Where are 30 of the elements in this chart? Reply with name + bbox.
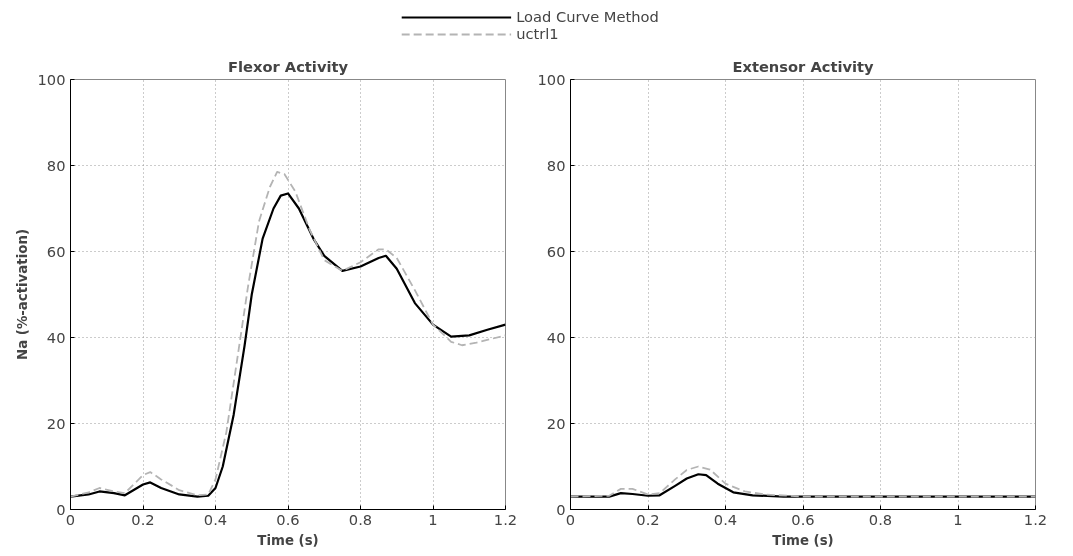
line-series <box>570 465 1036 498</box>
x-tick-label: 1 <box>953 510 963 528</box>
x-tick-label: 1.2 <box>1023 510 1048 528</box>
x-axis-title: Time (s) <box>257 532 319 548</box>
x-tick-label: 0.4 <box>203 510 228 528</box>
x-tick-label: 1.2 <box>493 510 518 528</box>
y-tick-label: 100 <box>37 70 66 88</box>
y-tick-label: 100 <box>537 70 566 88</box>
chart-title: Flexor Activity <box>227 57 349 75</box>
x-tick-label: 0.8 <box>868 510 893 528</box>
y-tick-label: 60 <box>546 242 566 260</box>
x-tick-label: 0.6 <box>276 510 300 528</box>
x-tick-label: 0.8 <box>348 510 373 528</box>
text: Load Curve Method <box>516 8 659 25</box>
y-tick-label: 80 <box>546 156 566 174</box>
x-tick-label: 0.2 <box>636 510 660 528</box>
chart-title: Extensor Activity <box>732 57 875 75</box>
text: uctrl1 <box>516 25 559 42</box>
y-tick-label: 40 <box>546 328 566 346</box>
x-tick-label: 0.6 <box>791 510 815 528</box>
y-tick-label: 20 <box>546 414 566 432</box>
y-tick-label: 80 <box>46 156 66 174</box>
x-axis-title: Time (s) <box>772 532 834 548</box>
x-tick-label: 0.2 <box>131 510 155 528</box>
y-tick-label: 40 <box>46 328 66 346</box>
y-tick-label: 60 <box>46 242 66 260</box>
y-tick-label: 20 <box>46 414 66 432</box>
x-tick-label: 1 <box>428 510 438 528</box>
y-axis-title: Na (%-activation) <box>14 229 30 360</box>
x-tick-label: 0.4 <box>713 510 738 528</box>
